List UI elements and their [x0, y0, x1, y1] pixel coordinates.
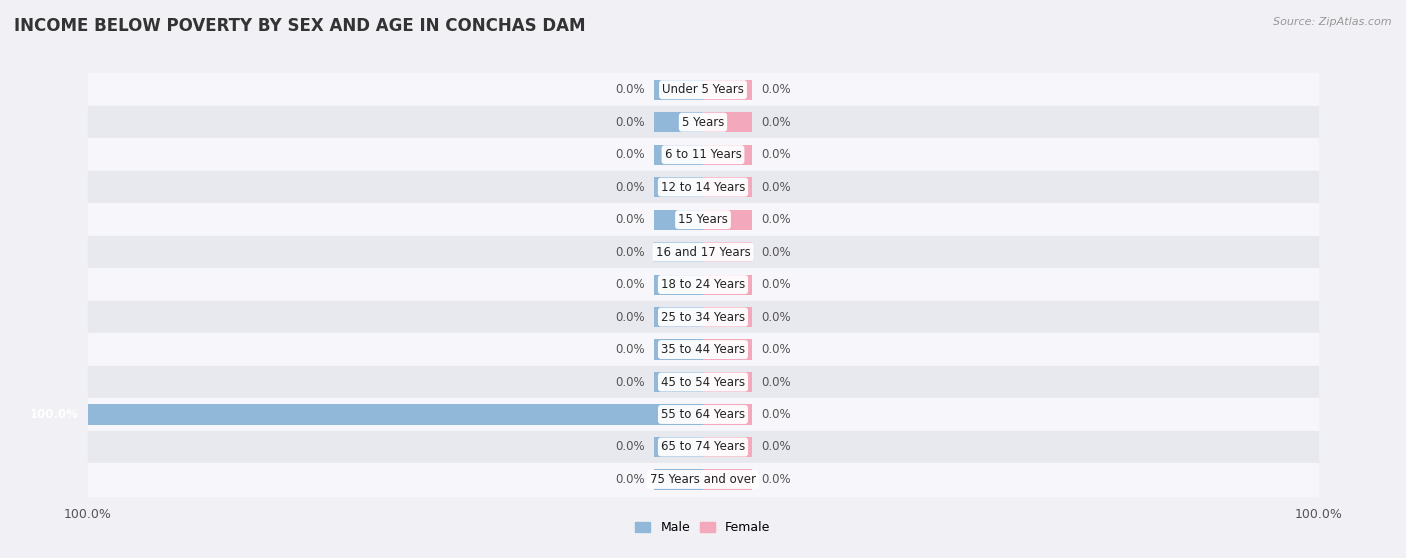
- Text: 25 to 34 Years: 25 to 34 Years: [661, 311, 745, 324]
- Bar: [87, 366, 1319, 398]
- Text: 75 Years and over: 75 Years and over: [650, 473, 756, 486]
- Text: Under 5 Years: Under 5 Years: [662, 83, 744, 96]
- Bar: [87, 398, 1319, 431]
- Bar: [654, 80, 703, 100]
- Bar: [703, 242, 752, 262]
- Text: 35 to 44 Years: 35 to 44 Years: [661, 343, 745, 356]
- Text: 0.0%: 0.0%: [614, 376, 644, 388]
- Text: 16 and 17 Years: 16 and 17 Years: [655, 246, 751, 258]
- Bar: [87, 171, 1319, 203]
- Bar: [703, 372, 752, 392]
- Bar: [654, 145, 703, 165]
- Bar: [87, 405, 703, 425]
- Text: 0.0%: 0.0%: [614, 311, 644, 324]
- Bar: [703, 210, 752, 230]
- Bar: [654, 469, 703, 489]
- Text: 0.0%: 0.0%: [762, 408, 792, 421]
- Text: 65 to 74 Years: 65 to 74 Years: [661, 440, 745, 454]
- Text: 0.0%: 0.0%: [762, 278, 792, 291]
- Bar: [87, 431, 1319, 463]
- Text: 0.0%: 0.0%: [614, 246, 644, 258]
- Text: 6 to 11 Years: 6 to 11 Years: [665, 148, 741, 161]
- Text: 0.0%: 0.0%: [614, 148, 644, 161]
- Text: 0.0%: 0.0%: [614, 440, 644, 454]
- Text: 0.0%: 0.0%: [762, 376, 792, 388]
- Bar: [703, 339, 752, 359]
- Bar: [654, 437, 703, 457]
- Bar: [654, 339, 703, 359]
- Bar: [703, 80, 752, 100]
- Text: 5 Years: 5 Years: [682, 116, 724, 129]
- Text: 0.0%: 0.0%: [614, 343, 644, 356]
- Text: 0.0%: 0.0%: [762, 311, 792, 324]
- Bar: [654, 275, 703, 295]
- Bar: [87, 138, 1319, 171]
- Text: 0.0%: 0.0%: [614, 83, 644, 96]
- Text: 55 to 64 Years: 55 to 64 Years: [661, 408, 745, 421]
- Bar: [87, 333, 1319, 366]
- Bar: [87, 203, 1319, 236]
- Text: 0.0%: 0.0%: [762, 343, 792, 356]
- Bar: [654, 307, 703, 327]
- Text: INCOME BELOW POVERTY BY SEX AND AGE IN CONCHAS DAM: INCOME BELOW POVERTY BY SEX AND AGE IN C…: [14, 17, 585, 35]
- Bar: [87, 106, 1319, 138]
- Text: 0.0%: 0.0%: [614, 213, 644, 226]
- Bar: [703, 275, 752, 295]
- Text: 100.0%: 100.0%: [30, 408, 79, 421]
- Bar: [703, 437, 752, 457]
- Text: 0.0%: 0.0%: [762, 181, 792, 194]
- Bar: [703, 112, 752, 132]
- Bar: [654, 177, 703, 197]
- Text: 45 to 54 Years: 45 to 54 Years: [661, 376, 745, 388]
- Bar: [703, 307, 752, 327]
- Text: 0.0%: 0.0%: [762, 213, 792, 226]
- Bar: [654, 372, 703, 392]
- Bar: [654, 242, 703, 262]
- Text: 0.0%: 0.0%: [614, 473, 644, 486]
- Text: Source: ZipAtlas.com: Source: ZipAtlas.com: [1274, 17, 1392, 27]
- Text: 0.0%: 0.0%: [762, 246, 792, 258]
- Bar: [87, 74, 1319, 106]
- Text: 0.0%: 0.0%: [762, 83, 792, 96]
- Text: 18 to 24 Years: 18 to 24 Years: [661, 278, 745, 291]
- Text: 0.0%: 0.0%: [614, 116, 644, 129]
- Bar: [703, 469, 752, 489]
- Bar: [703, 405, 752, 425]
- Text: 0.0%: 0.0%: [762, 440, 792, 454]
- Bar: [87, 463, 1319, 496]
- Bar: [654, 210, 703, 230]
- Text: 0.0%: 0.0%: [762, 148, 792, 161]
- Bar: [654, 112, 703, 132]
- Bar: [87, 301, 1319, 333]
- Text: 12 to 14 Years: 12 to 14 Years: [661, 181, 745, 194]
- Bar: [703, 145, 752, 165]
- Text: 15 Years: 15 Years: [678, 213, 728, 226]
- Text: 0.0%: 0.0%: [762, 116, 792, 129]
- Legend: Male, Female: Male, Female: [630, 517, 776, 540]
- Text: 0.0%: 0.0%: [762, 473, 792, 486]
- Bar: [87, 268, 1319, 301]
- Bar: [87, 236, 1319, 268]
- Bar: [703, 177, 752, 197]
- Text: 0.0%: 0.0%: [614, 278, 644, 291]
- Text: 0.0%: 0.0%: [614, 181, 644, 194]
